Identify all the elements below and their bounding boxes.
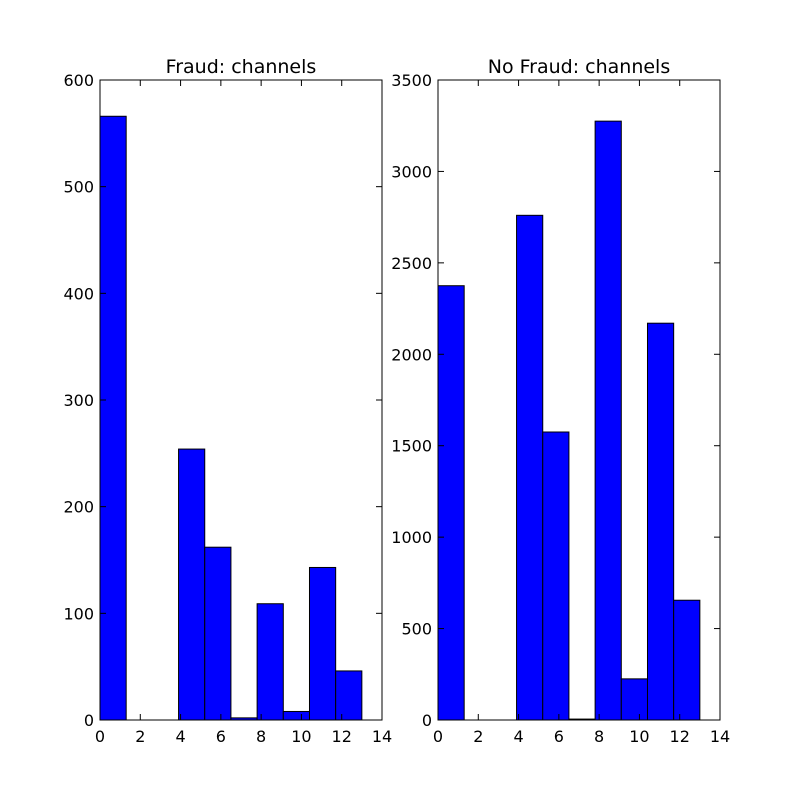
- y-tick-label: 1500: [391, 437, 432, 456]
- histogram-bar: [646, 322, 675, 721]
- x-tick-label: 8: [594, 727, 604, 746]
- y-tick-label: 300: [63, 391, 94, 410]
- histogram-bar: [256, 603, 284, 721]
- x-tick-label: 4: [175, 727, 185, 746]
- histogram-bar: [594, 120, 622, 721]
- chart-title: No Fraud: channels: [488, 56, 671, 78]
- histogram-bar: [204, 546, 232, 721]
- y-tick-label: 1000: [391, 528, 432, 547]
- histogram-bar: [99, 115, 127, 721]
- x-tick-label: 12: [670, 727, 690, 746]
- chart-title: Fraud: channels: [166, 56, 317, 78]
- x-tick-label: 12: [332, 727, 352, 746]
- histogram-bar: [282, 710, 310, 721]
- y-tick-label: 500: [63, 178, 94, 197]
- y-tick-label: 3500: [391, 71, 432, 90]
- histogram-bar: [437, 285, 465, 721]
- histogram-bar: [620, 678, 648, 721]
- x-tick-label: 10: [291, 727, 311, 746]
- x-tick-label: 4: [513, 727, 523, 746]
- y-tick-label: 3000: [391, 162, 432, 181]
- histogram-bar: [178, 448, 206, 721]
- y-tick-label: 200: [63, 498, 94, 517]
- y-tick-label: 0: [422, 711, 432, 730]
- histogram-bar: [542, 431, 570, 721]
- axes-frame: [99, 79, 383, 721]
- fraud-channels-chart: Fraud: channels 0 2 4 6 8 10 12 14 0 100 200 300 400…: [63, 56, 392, 746]
- y-tick-label: 600: [63, 71, 94, 90]
- histogram-bar: [335, 670, 363, 721]
- y-tick-label: 500: [401, 620, 432, 639]
- x-tick-label: 14: [710, 727, 730, 746]
- y-tick-label: 2000: [391, 345, 432, 364]
- x-tick-label: 0: [433, 727, 443, 746]
- y-tick-label: 2500: [391, 254, 432, 273]
- histogram-bar: [516, 214, 544, 721]
- histogram-bar: [673, 599, 701, 721]
- y-tick-label: 0: [84, 711, 94, 730]
- y-tick-label: 400: [63, 284, 94, 303]
- x-tick-label: 0: [95, 727, 105, 746]
- y-tick-label: 100: [63, 604, 94, 623]
- x-tick-label: 6: [554, 727, 564, 746]
- x-tick-label: 6: [216, 727, 226, 746]
- x-tick-label: 8: [256, 727, 266, 746]
- x-tick-label: 2: [473, 727, 483, 746]
- no-fraud-channels-chart: No Fraud: channels 0 2 4 6 8 10 12 14 0 500 1000 15…: [391, 56, 730, 746]
- x-tick-label: 10: [629, 727, 649, 746]
- x-tick-label: 14: [372, 727, 392, 746]
- histogram-bar: [308, 566, 337, 721]
- axes-frame: [437, 79, 721, 721]
- x-tick-label: 2: [135, 727, 145, 746]
